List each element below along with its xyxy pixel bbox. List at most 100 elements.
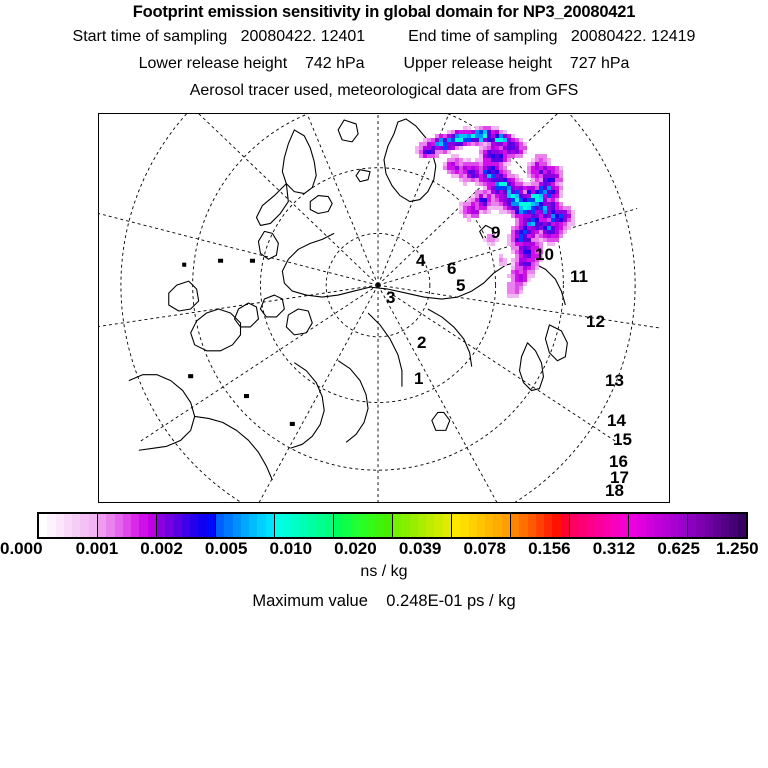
longitude-label-layer: 1 2 3 4 5 6 9 10 11 12 13 14 15 16 17 18 <box>99 114 669 502</box>
map-panel[interactable]: 1 2 3 4 5 6 9 10 11 12 13 14 15 16 17 18 <box>98 113 670 503</box>
colorbar-tick-11: 1.250 <box>716 539 759 558</box>
plume-cell <box>515 270 519 274</box>
lower-release-height-label: Lower release height <box>138 55 288 72</box>
plume-cell <box>511 274 515 278</box>
plume-cell <box>479 138 483 142</box>
plume-cell <box>499 174 503 178</box>
plume-cell <box>531 266 535 270</box>
plume-cell <box>459 178 463 182</box>
plume-cell <box>515 254 519 258</box>
plume-cell <box>435 154 439 158</box>
plume-cell <box>539 154 543 158</box>
plume-cell <box>535 190 539 194</box>
plume-cell <box>487 210 491 214</box>
plume-cell <box>495 166 499 170</box>
plume-cell <box>519 198 523 202</box>
plume-cell <box>483 130 487 134</box>
map-graticule-and-coastlines <box>99 114 660 502</box>
plume-cell <box>527 214 531 218</box>
plume-cell <box>551 198 555 202</box>
colorbar-band-6 <box>393 514 452 537</box>
plume-cell <box>487 150 491 154</box>
plume-cell <box>515 210 519 214</box>
plume-cell <box>459 174 463 178</box>
plume-cell <box>551 174 555 178</box>
plume-cell <box>511 186 515 190</box>
plume-cell <box>531 218 535 222</box>
plume-cell <box>559 190 563 194</box>
plume-cell <box>431 154 435 158</box>
plume-cell <box>527 186 531 190</box>
plume-cell <box>515 290 519 294</box>
plume-cell <box>515 282 519 286</box>
plume-cell <box>467 198 471 202</box>
plume-cell <box>527 198 531 202</box>
plume-cell <box>455 162 459 166</box>
plume-cell <box>539 182 543 186</box>
plume-cell <box>515 138 519 142</box>
plume-cell <box>539 254 543 258</box>
plume-cell <box>495 182 499 186</box>
plume-cell <box>463 170 467 174</box>
colorbar-step <box>283 514 292 537</box>
plume-cell <box>507 234 511 238</box>
end-time-value: 20080422. 12419 <box>570 28 696 45</box>
plume-cell <box>511 190 515 194</box>
plume-cell <box>463 206 467 210</box>
plume-cell <box>539 158 543 162</box>
colorbar-step <box>637 514 646 537</box>
plume-cell <box>463 178 467 182</box>
plume-cell <box>519 234 523 238</box>
plume-cell <box>511 258 515 262</box>
plume-cell <box>539 206 543 210</box>
plume-cell <box>527 246 531 250</box>
plume-cell <box>483 174 487 178</box>
colorbar-tick-10: 0.625 <box>657 539 700 558</box>
plume-cell <box>523 150 527 154</box>
plume-cell <box>571 210 575 214</box>
plume-cell <box>487 178 491 182</box>
plume-cell <box>511 194 515 198</box>
plume-cell <box>535 154 539 158</box>
plume-cell <box>483 138 487 142</box>
plume-cell <box>423 150 427 154</box>
colorbar-bands <box>37 512 748 539</box>
colorbar-step <box>653 514 663 537</box>
plume-cell <box>551 226 555 230</box>
plume-cell <box>507 134 511 138</box>
plume-cell <box>527 270 531 274</box>
plume-cell <box>523 206 527 210</box>
plume-cell <box>423 138 427 142</box>
colorbar-step <box>299 514 309 537</box>
plume-cell <box>507 174 511 178</box>
colorbar-step <box>426 514 435 537</box>
plume-cell <box>535 178 539 182</box>
plume-cell <box>515 174 519 178</box>
plume-cell <box>495 142 499 146</box>
longitude-label-10: 10 <box>535 245 554 264</box>
plume-cell <box>523 186 527 190</box>
colorbar-step <box>552 514 561 537</box>
plume-cell <box>515 202 519 206</box>
plume-cell <box>515 262 519 266</box>
plume-cell <box>523 190 527 194</box>
colorbar-step <box>358 514 368 537</box>
colorbar-step <box>383 514 392 537</box>
plume-cell <box>419 142 423 146</box>
colorbar-tick-1: 0.001 <box>75 539 119 558</box>
plume-cell <box>507 162 511 166</box>
colorbar-step <box>324 514 333 537</box>
plume-cell <box>539 234 543 238</box>
plume-cell <box>559 234 563 238</box>
colorbar[interactable] <box>37 512 748 539</box>
plume-cell <box>487 198 491 202</box>
plume-cell <box>495 158 499 162</box>
colorbar-step <box>216 514 225 537</box>
colorbar-step <box>393 514 402 537</box>
plume-cell <box>423 142 427 146</box>
plume-cell <box>551 206 555 210</box>
plume-cell <box>467 166 471 170</box>
plume-cell <box>451 130 455 134</box>
plume-cell <box>519 246 523 250</box>
plume-cell <box>515 182 519 186</box>
